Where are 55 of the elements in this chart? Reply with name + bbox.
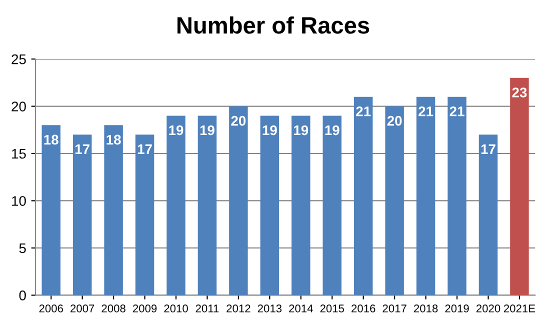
y-tick-label: 25 — [12, 54, 26, 64]
data-label: 17 — [481, 144, 496, 154]
x-tick-label: 2009 — [132, 304, 157, 312]
x-tick-label: 2010 — [164, 304, 188, 312]
data-label: 19 — [294, 125, 308, 136]
y-tick-label: 0 — [19, 290, 26, 300]
data-label: 21 — [418, 106, 434, 116]
data-label: 20 — [231, 116, 246, 126]
bar — [72, 134, 92, 296]
x-tick-label: 2006 — [39, 304, 63, 312]
bar — [510, 78, 529, 296]
x-tick-label: 2012 — [226, 304, 250, 312]
bar — [198, 116, 217, 296]
y-tick-label: 20 — [12, 102, 26, 112]
bar — [229, 106, 248, 296]
bar — [448, 96, 466, 296]
bar — [104, 125, 123, 296]
y-tick-label: 5 — [19, 243, 26, 254]
bar — [478, 134, 498, 296]
data-label: 19 — [200, 125, 214, 136]
data-label: 17 — [138, 144, 152, 154]
x-tick-label: 2011 — [196, 304, 219, 312]
bar — [354, 96, 373, 296]
bar — [260, 116, 280, 296]
data-label: 18 — [44, 134, 58, 145]
x-tick-label: 2014 — [289, 304, 313, 312]
x-tick-label: 2016 — [352, 304, 376, 312]
x-tick-label: 2021E — [504, 304, 536, 312]
data-label: 21 — [356, 106, 371, 116]
data-label: 17 — [75, 144, 90, 154]
x-tick-label: 2019 — [445, 304, 469, 312]
bar — [385, 106, 404, 296]
data-label: 19 — [325, 125, 340, 136]
data-label: 19 — [169, 125, 184, 136]
x-tick-label: 2007 — [70, 304, 94, 312]
x-tick-label: 2020 — [476, 304, 500, 312]
bar — [292, 116, 310, 296]
x-tick-label: 2017 — [382, 304, 406, 312]
data-label: 20 — [387, 116, 402, 126]
x-tick-label: 2018 — [414, 304, 438, 312]
x-tick-label: 2008 — [102, 304, 126, 312]
y-tick-label: 15 — [12, 148, 26, 159]
x-tick-label: 2013 — [258, 304, 282, 312]
bar — [42, 125, 60, 296]
data-label: 23 — [512, 88, 527, 98]
y-tick-label: 10 — [12, 196, 26, 206]
bar — [135, 134, 154, 296]
bar — [322, 116, 342, 296]
data-label: 21 — [450, 106, 464, 116]
chart-title: Number of Races — [177, 16, 370, 34]
bar — [416, 96, 436, 296]
data-label: 18 — [106, 134, 121, 145]
bar — [166, 116, 186, 296]
data-label: 19 — [262, 125, 277, 136]
x-tick-label: 2015 — [320, 304, 344, 312]
